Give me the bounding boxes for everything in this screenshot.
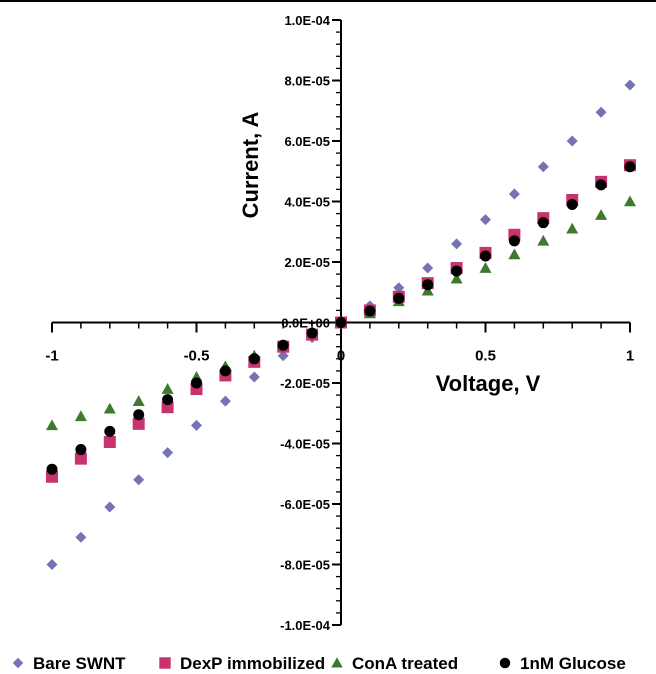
y-tick-label: -6.0E-05 [280, 497, 330, 512]
data-point [306, 327, 318, 339]
legend-marker [499, 657, 511, 669]
y-tick-label: -4.0E-05 [280, 437, 330, 452]
data-point [248, 353, 260, 365]
data-point [277, 350, 289, 362]
data-point [595, 209, 608, 220]
y-tick-label: 1.0E-04 [284, 13, 330, 28]
data-point [451, 238, 463, 250]
data-point [566, 135, 578, 147]
legend-label: ConA treated [352, 654, 458, 673]
data-point [191, 419, 202, 431]
data-point [624, 161, 636, 173]
data-point [364, 305, 376, 317]
data-point [508, 248, 521, 260]
data-point [74, 452, 87, 465]
data-point [624, 79, 636, 91]
data-point [191, 377, 202, 389]
data-point [595, 179, 607, 191]
data-point [566, 199, 578, 211]
data-point [508, 235, 520, 247]
data-point [480, 250, 491, 262]
legend: Bare SWNT DexP immobilized ConA treated 1nM… [12, 654, 626, 673]
data-point [219, 395, 231, 407]
legend-label: Bare SWNT [33, 654, 126, 673]
data-point [103, 402, 116, 414]
data-point [393, 292, 405, 304]
legend-label: 1nM Glucose [520, 654, 626, 673]
data-point [46, 419, 58, 431]
data-point [450, 272, 463, 284]
legend-marker [331, 657, 343, 668]
data-point [133, 474, 145, 486]
data-point [75, 444, 87, 456]
x-tick-label: -0.5 [184, 348, 210, 365]
data-points [46, 79, 636, 570]
data-point [162, 394, 174, 406]
data-point [133, 409, 145, 421]
x-tick-label: 0.5 [475, 348, 496, 365]
data-point [335, 317, 347, 328]
y-tick-label: 0.0E+00 [281, 316, 330, 331]
data-point [46, 559, 58, 570]
y-tick-label: -2.0E-05 [280, 376, 330, 391]
y-tick-label: -8.0E-05 [280, 558, 330, 573]
legend-marker [159, 657, 171, 669]
data-point [624, 195, 636, 207]
x-tick-label: -1 [45, 348, 58, 365]
y-tick-label: 6.0E-05 [284, 134, 330, 149]
y-tick-label: 4.0E-05 [284, 195, 330, 210]
data-point [75, 531, 87, 543]
y-tick-label: -1.0E-04 [280, 618, 331, 633]
data-point [566, 222, 579, 234]
series-bare-swnt [46, 79, 636, 570]
data-point [46, 463, 58, 475]
data-point [480, 214, 491, 226]
y-axis-title: Current, A [238, 112, 263, 219]
series-1nm-glucose [46, 161, 636, 475]
data-point [248, 371, 260, 383]
data-point [595, 106, 607, 118]
x-tick-label: 0 [337, 348, 345, 365]
data-point [103, 435, 116, 448]
data-point [479, 262, 492, 273]
x-axis-title: Voltage, V [436, 371, 541, 396]
data-point [537, 217, 549, 229]
data-point [508, 188, 520, 200]
y-tick-label: 8.0E-05 [284, 74, 330, 89]
legend-marker [12, 657, 24, 669]
data-point [161, 383, 174, 394]
legend-label: DexP immobilized [180, 654, 325, 673]
data-point [162, 447, 174, 459]
x-tick-label: 1 [626, 348, 634, 365]
data-point [537, 161, 549, 173]
data-point [451, 265, 463, 277]
data-point [132, 417, 145, 430]
data-point [422, 262, 434, 274]
top-border-line [0, 0, 656, 2]
data-point [219, 365, 231, 377]
data-point [104, 501, 116, 513]
data-point [104, 425, 116, 437]
data-point [277, 339, 289, 351]
data-point [132, 395, 145, 406]
y-tick-label: 2.0E-05 [284, 255, 330, 270]
tick-labels: -1 -0.5 0 0.5 1 1.0E-04 8.0E-05 6.0E-05 4.0E-05 2… [45, 13, 634, 633]
data-point [74, 410, 87, 422]
data-point [537, 234, 550, 246]
data-point [393, 282, 405, 294]
data-point [422, 279, 434, 291]
